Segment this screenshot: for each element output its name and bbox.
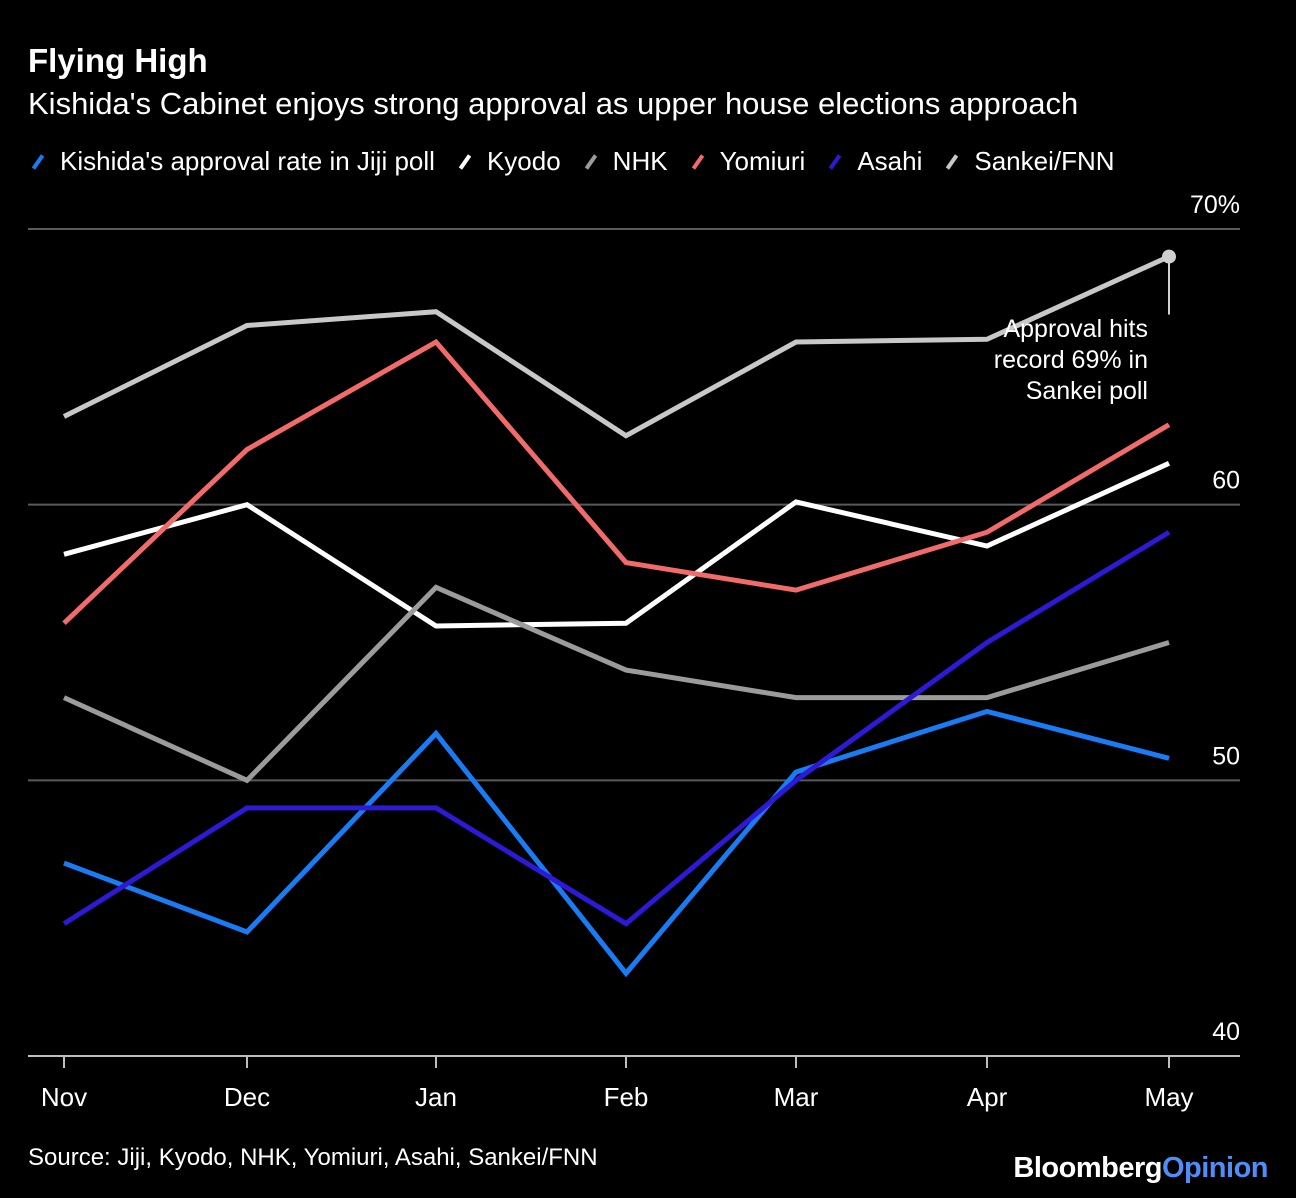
x-tick-label-Jan: Jan	[415, 1082, 457, 1112]
series-line-nhk	[62, 584, 1170, 784]
annotation-text-line: Sankei poll	[1026, 377, 1148, 405]
source-note: Source: Jiji, Kyodo, NHK, Yomiuri, Asahi…	[28, 1144, 598, 1171]
y-tick-label-70: 70%	[1190, 191, 1240, 219]
series-line-yomiuri	[62, 338, 1171, 626]
legend-label: Kyodo	[486, 146, 561, 176]
x-tick-label-Mar: Mar	[774, 1082, 819, 1112]
brand-bloomberg: Bloomberg	[1013, 1152, 1162, 1184]
legend-item: Yomiuri	[688, 146, 806, 177]
legend-item: Kishida's approval rate in Jiji poll	[28, 146, 435, 177]
y-tick-label-40: 40	[1212, 1018, 1240, 1046]
legend-item: NHK	[581, 146, 668, 177]
x-tick-label-Dec: Dec	[224, 1082, 270, 1112]
annotation-marker	[1162, 249, 1176, 264]
bloomberg-opinion-logo: BloombergOpinion	[1013, 1152, 1268, 1185]
y-tick-label-50: 50	[1212, 742, 1240, 770]
series-line-asahi	[62, 530, 1171, 927]
brand-opinion: Opinion	[1161, 1152, 1269, 1184]
legend-label: Sankei/FNN	[974, 146, 1115, 176]
x-tick-label-Feb: Feb	[604, 1082, 649, 1112]
series-line-kyodo	[63, 461, 1171, 629]
x-tick-label-Apr: Apr	[967, 1082, 1008, 1112]
legend-label: Asahi	[857, 146, 923, 176]
chart-subtitle: Kishida's Cabinet enjoys strong approval…	[28, 86, 1079, 121]
x-tick-label-Nov: Nov	[41, 1082, 87, 1112]
series-line-kishida-s-approval-rate-in-jiji-poll	[63, 708, 1170, 978]
series-line-sankei-fnn	[62, 254, 1171, 439]
legend-label: NHK	[612, 146, 668, 176]
chart-title: Flying High	[28, 42, 208, 79]
legend-label: Kishida's approval rate in Jiji poll	[60, 146, 435, 176]
legend-item: Asahi	[825, 146, 922, 177]
annotation-text-line: record 69% in	[994, 346, 1148, 374]
legend-item: Sankei/FNN	[942, 146, 1115, 177]
legend-item: Kyodo	[455, 146, 561, 177]
x-tick-label-May: May	[1144, 1082, 1193, 1112]
annotation-text-line: Approval hits	[1003, 315, 1148, 343]
y-tick-label-60: 60	[1212, 467, 1240, 495]
chart-legend: Kishida's approval rate in Jiji poll Kyod…	[28, 146, 1135, 177]
legend-label: Yomiuri	[719, 146, 806, 176]
